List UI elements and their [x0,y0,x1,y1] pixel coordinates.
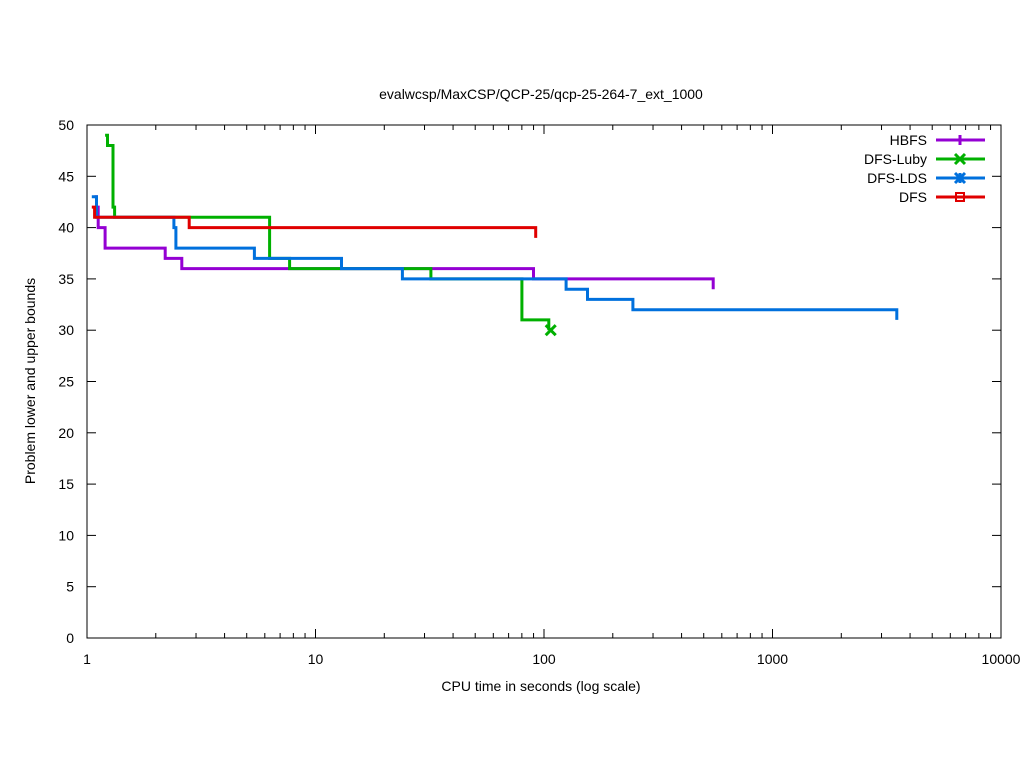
legend: HBFS DFS-Luby DFS-LDS DFS [864,132,985,205]
x-tick-label: 1 [83,651,91,667]
chart-title: evalwcsp/MaxCSP/QCP-25/qcp-25-264-7_ext_… [379,86,703,102]
y-tick-label: 20 [58,425,74,441]
y-tick-label: 0 [66,630,74,646]
series-layer [91,133,899,337]
series-end-marker [544,324,557,337]
legend-label: DFS-Luby [864,151,927,167]
series-line-dfs [91,205,538,238]
x-axis-ticks: 1 10 100 1000 10000 [83,125,1021,667]
y-axis-title: Problem lower and upper bounds [22,278,38,484]
legend-item: DFS [899,189,985,205]
legend-label: HBFS [890,132,927,148]
legend-label: DFS [899,189,927,205]
y-tick-label: 5 [66,579,74,595]
x-tick-label: 100 [532,651,556,667]
y-axis-ticks: 0 5 10 15 20 25 30 35 40 45 50 [58,117,1001,646]
legend-item: DFS-Luby [864,151,985,167]
y-tick-label: 45 [58,168,74,184]
x-tick-label: 1000 [757,651,788,667]
legend-label: DFS-LDS [867,170,927,186]
y-tick-label: 35 [58,271,74,287]
legend-item: DFS-LDS [867,170,985,186]
legend-marker [953,171,967,185]
y-tick-label: 50 [58,117,74,133]
y-tick-label: 15 [58,476,74,492]
y-tick-label: 40 [58,220,74,236]
legend-marker [953,152,967,166]
y-tick-label: 30 [58,322,74,338]
x-axis-title: CPU time in seconds (log scale) [441,678,640,694]
y-tick-label: 25 [58,374,74,390]
legend-marker [955,135,965,145]
y-tick-label: 10 [58,527,74,543]
legend-marker [955,192,965,202]
plot-frame [86,124,1002,639]
x-tick-label: 10000 [982,651,1021,667]
x-tick-label: 10 [308,651,324,667]
legend-item: HBFS [890,132,985,148]
series-line-dfs-lds [91,195,899,320]
